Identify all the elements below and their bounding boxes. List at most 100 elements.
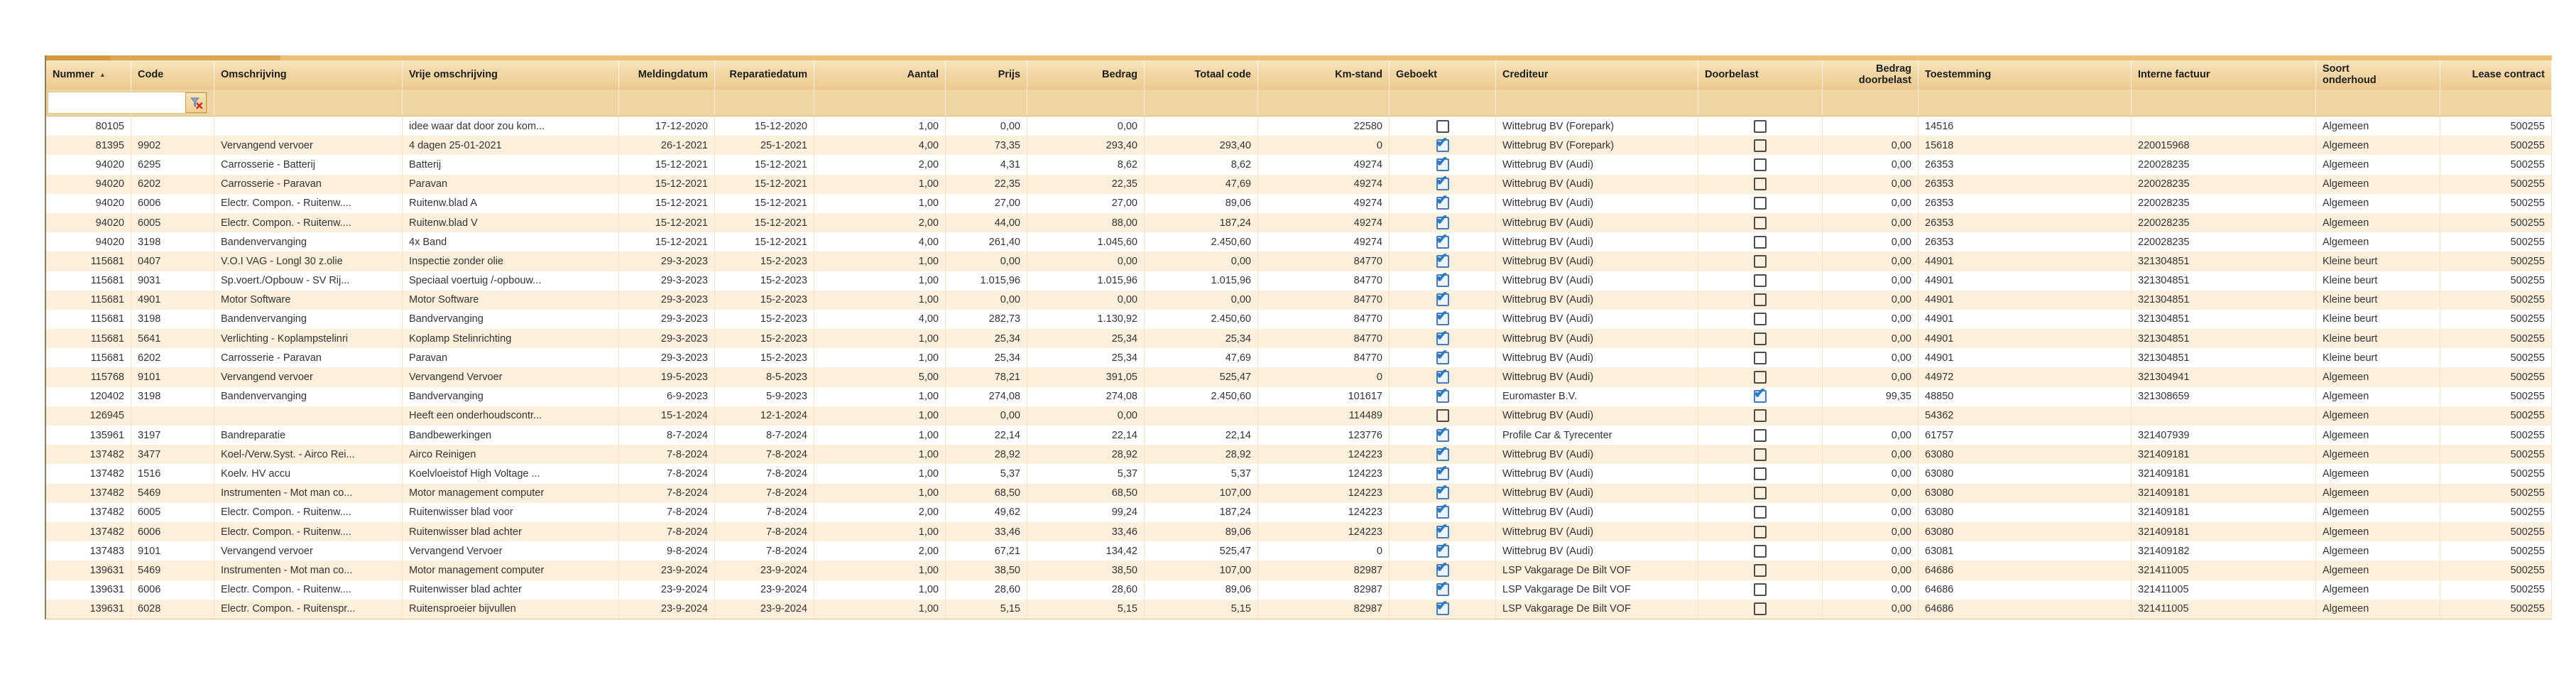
table-row[interactable]: 137482 6005 Electr. Compon. - Ruitenw.... R…: [46, 502, 2552, 522]
doorbelast-checkbox[interactable]: [1754, 371, 1767, 384]
doorbelast-checkbox[interactable]: [1754, 178, 1767, 191]
geboekt-checkbox[interactable]: [1436, 310, 1449, 326]
table-row[interactable]: 137483 9101 Vervangend vervoer Vervangend V…: [46, 541, 2552, 561]
column-header-toestemming[interactable]: Toestemming: [1919, 60, 2132, 89]
doorbelast-checkbox[interactable]: [1754, 293, 1767, 307]
column-header-meldingdatum[interactable]: Meldingdatum: [619, 60, 715, 89]
doorbelast-checkbox[interactable]: [1754, 158, 1767, 171]
column-header-nummer[interactable]: Nummer ▲: [46, 60, 131, 89]
doorbelast-checkbox[interactable]: [1754, 583, 1767, 597]
table-row[interactable]: 115681 6202 Carrosserie - Paravan Paravan 29…: [46, 348, 2552, 368]
doorbelast-checkbox[interactable]: [1754, 235, 1767, 249]
geboekt-checkbox[interactable]: [1436, 484, 1449, 500]
geboekt-checkbox[interactable]: [1436, 426, 1449, 442]
table-row[interactable]: 137482 1516 Koelv. HV accu Koelvloeistof Hi…: [46, 464, 2552, 484]
geboekt-checkbox[interactable]: [1436, 464, 1449, 480]
doorbelast-checkbox[interactable]: [1754, 506, 1767, 519]
geboekt-checkbox[interactable]: [1436, 119, 1449, 133]
doorbelast-checkbox[interactable]: [1754, 274, 1767, 288]
geboekt-checkbox[interactable]: [1436, 136, 1449, 152]
table-row[interactable]: 139631 6028 Electr. Compon. - Ruitenspr...…: [46, 599, 2552, 619]
table-row[interactable]: 115768 9101 Vervangend vervoer Vervangend V…: [46, 367, 2552, 387]
table-row[interactable]: 94020 6005 Electr. Compon. - Ruitenw.... Ru…: [46, 212, 2552, 233]
geboekt-checkbox[interactable]: [1436, 541, 1449, 558]
column-header-totaal_code[interactable]: Totaal code: [1145, 60, 1258, 89]
table-row[interactable]: 135961 3197 Bandreparatie Bandbewerkingen 8-…: [46, 426, 2552, 445]
doorbelast-checkbox[interactable]: [1754, 119, 1767, 133]
doorbelast-checkbox[interactable]: [1754, 387, 1767, 404]
geboekt-checkbox[interactable]: [1436, 291, 1449, 307]
column-header-soort_onderhoud[interactable]: Soort onderhoud: [2316, 60, 2440, 89]
table-row[interactable]: 115681 3198 Bandenvervanging Bandvervanging…: [46, 309, 2552, 330]
table-row[interactable]: 137482 5469 Instrumenten - Mot man co... Mo…: [46, 483, 2552, 503]
table-row[interactable]: 81395 9902 Vervangend vervoer 4 dagen 25-01…: [46, 136, 2552, 156]
geboekt-checkbox[interactable]: [1436, 175, 1449, 191]
table-row[interactable]: 139631 5469 Instrumenten - Mot man co... Mo…: [46, 561, 2552, 580]
geboekt-checkbox[interactable]: [1436, 348, 1449, 364]
table-row[interactable]: 94020 3198 Bandenvervanging 4x Band 15-12-20…: [46, 232, 2552, 252]
clear-filter-button[interactable]: [185, 92, 207, 113]
column-header-lease_contract[interactable]: Lease contract: [2440, 60, 2552, 89]
doorbelast-checkbox[interactable]: [1754, 487, 1767, 500]
table-row[interactable]: 80105 idee waar dat door zou kom... 17-12-…: [46, 117, 2552, 136]
geboekt-checkbox[interactable]: [1436, 445, 1449, 461]
doorbelast-checkbox[interactable]: [1754, 525, 1767, 538]
table-row[interactable]: 94020 6202 Carrosserie - Paravan Paravan 15-…: [46, 174, 2552, 194]
geboekt-checkbox[interactable]: [1436, 580, 1449, 597]
geboekt-checkbox[interactable]: [1436, 503, 1449, 519]
column-header-reparatiedatum[interactable]: Reparatiedatum: [715, 60, 814, 89]
column-header-vrije_omschrijving[interactable]: Vrije omschrijving: [403, 60, 619, 89]
table-row[interactable]: 115681 0407 V.O.I VAG - Longl 30 z.olie Ins…: [46, 251, 2552, 271]
table-row[interactable]: 120402 3198 Bandenvervanging Bandvervanging…: [46, 386, 2552, 406]
geboekt-checkbox[interactable]: [1436, 387, 1449, 404]
doorbelast-checkbox[interactable]: [1754, 602, 1767, 616]
doorbelast-checkbox[interactable]: [1754, 216, 1767, 229]
column-header-doorbelast[interactable]: Doorbelast: [1698, 60, 1823, 89]
doorbelast-checkbox[interactable]: [1754, 563, 1767, 577]
geboekt-checkbox[interactable]: [1436, 194, 1449, 210]
column-header-bedrag_doorbelast[interactable]: Bedrag doorbelast: [1823, 60, 1919, 89]
column-header-omschrijving[interactable]: Omschrijving: [214, 60, 403, 89]
column-header-km_stand[interactable]: Km-stand: [1258, 60, 1390, 89]
column-header-bedrag[interactable]: Bedrag: [1027, 60, 1145, 89]
table-row[interactable]: 115681 9031 Sp.voert./Opbouw - SV Rij... Sp…: [46, 271, 2552, 291]
doorbelast-checkbox[interactable]: [1754, 139, 1767, 152]
geboekt-checkbox[interactable]: [1436, 367, 1449, 384]
column-header-crediteur[interactable]: Crediteur: [1496, 60, 1698, 89]
doorbelast-checkbox[interactable]: [1754, 409, 1767, 423]
doorbelast-checkbox[interactable]: [1754, 467, 1767, 480]
table-row[interactable]: 126945 Heeft een onderhoudscontr... 15-1-2…: [46, 406, 2552, 426]
table-row[interactable]: 115681 5641 Verlichting - Koplampstelinri K…: [46, 329, 2552, 349]
table-row[interactable]: 94020 6295 Carrosserie - Batterij Batterij 1…: [46, 155, 2552, 175]
doorbelast-checkbox[interactable]: [1754, 254, 1767, 268]
doorbelast-checkbox[interactable]: [1754, 448, 1767, 461]
doorbelast-checkbox[interactable]: [1754, 313, 1767, 326]
doorbelast-checkbox[interactable]: [1754, 332, 1767, 345]
geboekt-checkbox[interactable]: [1436, 409, 1449, 423]
table-row[interactable]: 115681 4901 Motor Software Motor Software 29…: [46, 290, 2552, 310]
geboekt-checkbox[interactable]: [1436, 600, 1449, 616]
geboekt-checkbox[interactable]: [1436, 232, 1449, 249]
geboekt-checkbox[interactable]: [1436, 251, 1449, 268]
geboekt-checkbox[interactable]: [1436, 329, 1449, 345]
table-row[interactable]: 94020 6006 Electr. Compon. - Ruitenw.... Ru…: [46, 193, 2552, 213]
table-row[interactable]: 139631 6006 Electr. Compon. - Ruitenw.... R…: [46, 580, 2552, 600]
doorbelast-checkbox[interactable]: [1754, 351, 1767, 364]
column-header-code[interactable]: Code: [131, 60, 214, 89]
column-header-interne_factuur[interactable]: Interne factuur: [2132, 60, 2316, 89]
filter-cell-nummer[interactable]: [46, 90, 207, 116]
doorbelast-checkbox[interactable]: [1754, 544, 1767, 558]
geboekt-checkbox[interactable]: [1436, 522, 1449, 538]
geboekt-checkbox[interactable]: [1436, 271, 1449, 288]
column-header-aantal[interactable]: Aantal: [814, 60, 946, 89]
nummer-filter-input[interactable]: [48, 92, 185, 113]
doorbelast-checkbox[interactable]: [1754, 428, 1767, 442]
column-header-geboekt[interactable]: Geboekt: [1390, 60, 1496, 89]
table-row[interactable]: 137482 3477 Koel-/Verw.Syst. - Airco Rei..…: [46, 445, 2552, 465]
table-row[interactable]: 137482 6006 Electr. Compon. - Ruitenw.... R…: [46, 521, 2552, 542]
geboekt-checkbox[interactable]: [1436, 155, 1449, 171]
column-header-prijs[interactable]: Prijs: [946, 60, 1027, 89]
doorbelast-checkbox[interactable]: [1754, 197, 1767, 210]
geboekt-checkbox[interactable]: [1436, 213, 1449, 229]
geboekt-checkbox[interactable]: [1436, 561, 1449, 577]
